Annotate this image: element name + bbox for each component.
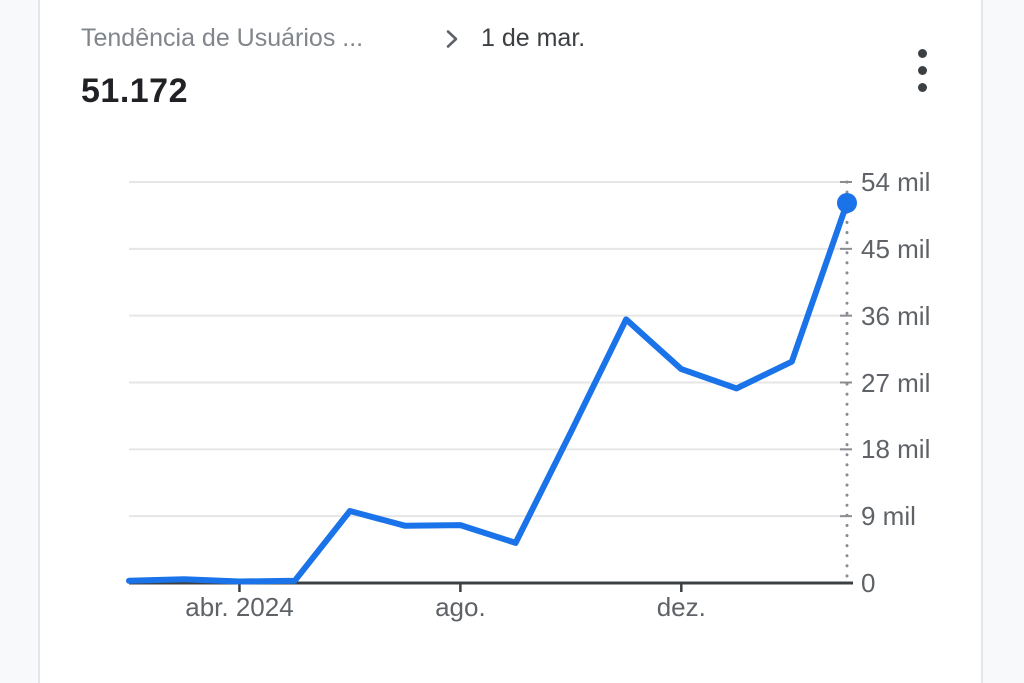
chevron-right-icon: [446, 29, 458, 48]
trend-line: [126, 200, 850, 585]
previous-card-edge: [0, 0, 40, 683]
data-point-marker[interactable]: [837, 193, 857, 214]
more-options-button[interactable]: [898, 38, 946, 102]
kebab-menu-icon: [917, 48, 927, 92]
chart-canvas: [126, 180, 857, 592]
card-title[interactable]: Tendência de Usuários ...: [81, 24, 364, 52]
selected-date-label: 1 de mar.: [481, 24, 586, 52]
user-trend-card: Tendência de Usuários ... 1 de mar. 51.1…: [40, 0, 981, 683]
card-header: Tendência de Usuários ... 1 de mar.: [81, 24, 585, 53]
next-card-edge: [981, 0, 1024, 683]
metric-value: 51.172: [81, 72, 188, 110]
